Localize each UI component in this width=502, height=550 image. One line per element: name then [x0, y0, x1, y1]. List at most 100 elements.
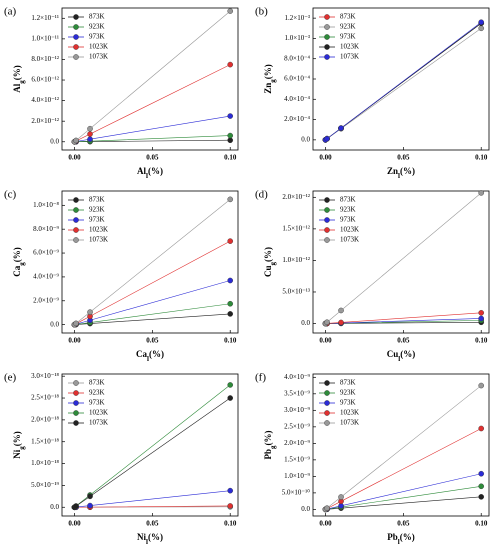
x-tick-label: 0.00	[68, 520, 81, 528]
y-tick-label: 2.0×10⁻¹²	[31, 117, 59, 125]
y-axis-label-part: g	[18, 80, 26, 84]
x-tick-label: 0.10	[224, 337, 237, 345]
y-tick-label: 1.0×10⁻¹²	[282, 256, 310, 264]
legend-marker	[73, 14, 79, 20]
data-point	[227, 196, 234, 203]
data-point	[324, 505, 330, 511]
y-tick-label: 6.0×10⁻¹²	[31, 76, 59, 84]
y-tick-label: 8.0×10⁻⁴	[284, 54, 310, 62]
x-axis-label-part: l	[398, 538, 400, 546]
legend-label: 973K	[89, 216, 105, 224]
x-tick-label: 0.00	[68, 337, 81, 345]
x-tick-label: 0.05	[397, 337, 410, 345]
legend-marker	[324, 197, 330, 203]
y-axis-label: Alg(%)	[12, 65, 26, 93]
legend-label: 1073K	[89, 419, 108, 427]
y-axis-label-part: g	[269, 445, 277, 449]
legend-marker	[73, 410, 79, 416]
y-tick-label: 1.0×10⁻⁸	[33, 201, 59, 209]
plot-frame	[312, 190, 490, 334]
series-line	[74, 313, 231, 325]
plot-frame	[61, 7, 239, 151]
series-line	[74, 280, 231, 325]
x-tick-label: 0.00	[319, 154, 332, 162]
legend-label: 1073K	[340, 236, 359, 244]
x-axis-label-part: Cu	[387, 349, 399, 359]
x-axis-label-part: l	[398, 172, 400, 180]
x-tick-label: 0.00	[319, 337, 332, 345]
data-point	[87, 136, 93, 142]
x-axis-label: Cal(%)	[136, 349, 164, 363]
legend-label: 1023K	[89, 226, 108, 234]
panel: (f) 0.0 5.0×10⁻¹⁰ 1.0×10⁻⁹ 1.5×10⁻⁹ 2.0×10⁻⁹ 2…	[255, 372, 490, 546]
legend-label: 873K	[89, 196, 105, 204]
data-point	[227, 132, 234, 139]
y-axis-label-part: Ni	[12, 449, 22, 458]
x-axis-label-part: (%)	[149, 349, 164, 359]
y-axis-label: Pbg(%)	[263, 430, 277, 459]
panel: (a) 0.0 2.0×10⁻¹² 4.0×10⁻¹² 6.0×10⁻¹² 8.0×10⁻…	[4, 6, 239, 180]
panel-label: (f)	[255, 372, 266, 384]
y-axis-label-part: (%)	[12, 247, 22, 262]
y-tick-label: 1.2×10⁻³	[285, 14, 311, 22]
legend-label: 873K	[340, 379, 356, 387]
x-axis-label: Cul(%)	[387, 349, 415, 363]
y-tick-label: 0.0	[50, 503, 59, 511]
data-point	[478, 19, 485, 26]
y-tick-label: 1.0×10⁻¹⁸	[31, 459, 59, 467]
data-point	[227, 300, 234, 307]
data-point	[324, 135, 330, 142]
x-tick-label: 0.05	[146, 520, 159, 528]
data-point	[338, 494, 344, 500]
x-axis-label-part: Ca	[136, 349, 147, 359]
x-axis-label-part: (%)	[400, 532, 415, 542]
legend-marker	[324, 14, 330, 20]
x-tick-label: 0.10	[475, 154, 488, 162]
data-point	[227, 487, 234, 494]
data-point	[227, 277, 234, 284]
y-axis-label-part: Cu	[263, 265, 273, 277]
x-axis-label-part: (%)	[148, 532, 163, 542]
legend-marker	[324, 227, 330, 233]
x-axis-label-part: (%)	[148, 166, 163, 176]
x-axis-label: Nil(%)	[137, 532, 163, 546]
legend-marker	[73, 227, 79, 233]
panel-label: (d)	[255, 189, 268, 201]
y-axis-label-part: g	[269, 79, 277, 83]
x-axis-label-part: l	[147, 355, 149, 363]
y-tick-label: 1.2×10⁻¹¹	[31, 14, 59, 22]
series-line	[74, 490, 231, 508]
legend-marker	[324, 24, 330, 30]
legend-label: 1023K	[89, 409, 108, 417]
legend-marker	[324, 400, 330, 406]
y-axis-label-part: (%)	[263, 64, 273, 79]
legend-marker	[73, 54, 79, 60]
y-tick-label: 4.0×10⁻⁴	[284, 95, 310, 103]
legend-label: 923K	[89, 206, 105, 214]
legend-marker	[73, 237, 79, 243]
data-point	[338, 125, 344, 131]
y-tick-label: 6.0×10⁻⁹	[33, 249, 59, 257]
plot-frame	[61, 190, 239, 334]
legend-marker	[73, 44, 79, 50]
data-point	[478, 483, 485, 490]
legend-label: 1073K	[89, 236, 108, 244]
data-point	[478, 25, 485, 32]
plot-frame	[312, 373, 490, 517]
y-tick-label: 2.0×10⁻⁹	[33, 296, 59, 304]
legend-label: 873K	[340, 196, 356, 204]
legend-label: 973K	[340, 33, 356, 41]
y-axis-label-part: (%)	[263, 430, 273, 445]
legend-marker	[73, 34, 79, 40]
y-tick-label: 2.0×10⁻⁴	[284, 115, 310, 123]
x-tick-label: 0.05	[146, 337, 159, 345]
data-point	[227, 395, 234, 401]
data-point	[478, 190, 485, 196]
panel-label: (a)	[4, 6, 17, 18]
y-axis-label-part: (%)	[12, 431, 22, 446]
y-axis-label-part: (%)	[263, 247, 273, 262]
y-tick-label: 0.0	[301, 319, 310, 327]
legend-marker	[73, 197, 79, 203]
data-point	[338, 319, 344, 326]
